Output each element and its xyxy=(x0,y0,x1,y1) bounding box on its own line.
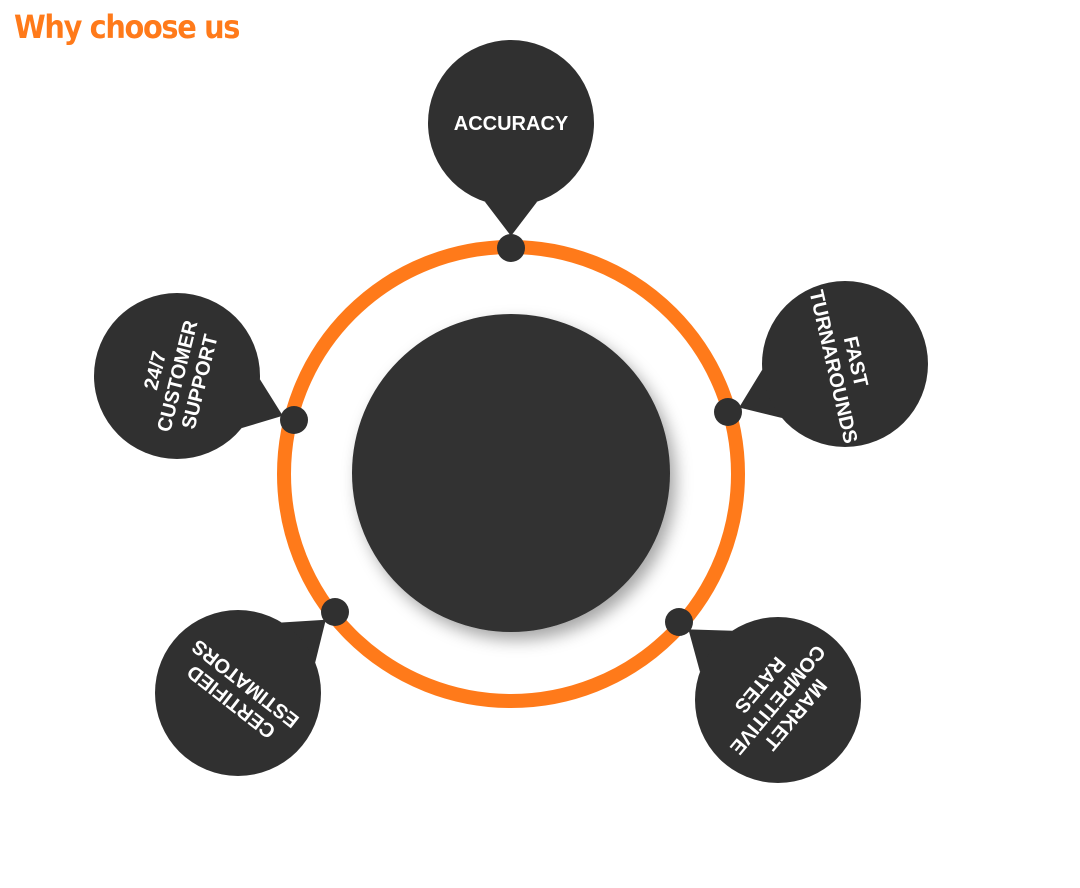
ring-node-dot xyxy=(714,398,742,426)
ring-node-dot xyxy=(665,608,693,636)
feature-accuracy: ACCURACY xyxy=(428,40,594,262)
feature-label: ACCURACY xyxy=(454,113,569,135)
ring-node-dot xyxy=(280,406,308,434)
feature-bubble xyxy=(428,40,594,206)
feature-bubble xyxy=(94,293,260,459)
feature-pointer xyxy=(739,369,783,419)
page-title: Why choose us xyxy=(14,8,240,46)
feature-pointer xyxy=(281,619,326,663)
feature-pointer xyxy=(484,201,538,236)
feature-bubble xyxy=(762,281,928,447)
feature-label-line: ACCURACY xyxy=(454,113,569,135)
ring-node-dot xyxy=(321,598,349,626)
feature-fast-turnarounds: FASTTURNAROUNDS xyxy=(714,281,928,447)
feature-customer-support: 24/7CUSTOMERSUPPORT xyxy=(94,293,308,459)
feature-market-competitive-rates: MARKETCOMPETITIVERATES xyxy=(665,608,861,783)
feature-bubble xyxy=(695,617,861,783)
feature-pointer xyxy=(241,379,283,429)
ring-node-dot xyxy=(497,234,525,262)
center-hub xyxy=(352,314,670,632)
feature-certified-estimators: CERTIFIEDESTIMATORS xyxy=(155,598,349,776)
feature-bubble xyxy=(155,610,321,776)
